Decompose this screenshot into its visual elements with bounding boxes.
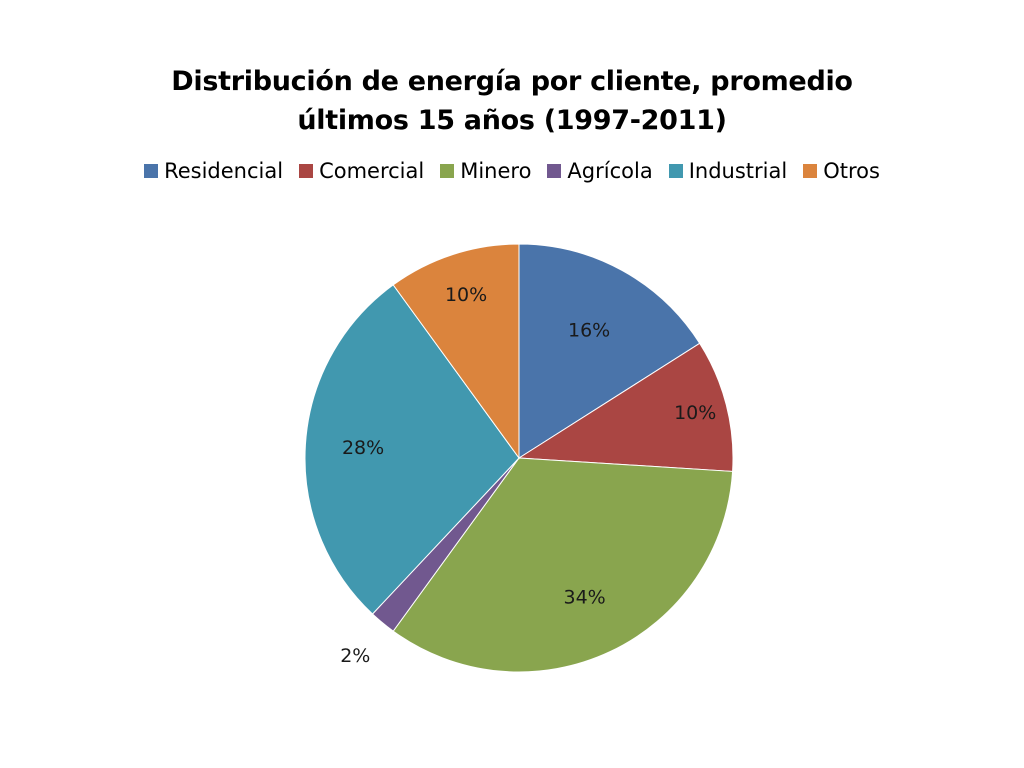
- pie-label-comercial: 10%: [674, 402, 716, 424]
- pie-slices: [304, 243, 734, 673]
- legend-swatch-otros: [803, 164, 818, 178]
- pie-slice-industrial: [304, 284, 520, 615]
- pie-labels: 16% 10% 34% 2% 28% 10%: [340, 284, 716, 667]
- pie-label-minero: 34%: [563, 586, 605, 608]
- legend-label-minero: Minero: [460, 159, 532, 183]
- pie-label-residencial: 16%: [568, 319, 610, 341]
- pie-slice-comercial: [517, 342, 734, 472]
- legend-swatch-minero: [440, 164, 455, 178]
- legend: Residencial Comercial Minero Agrícola In…: [0, 156, 1024, 186]
- legend-item-agricola: Agrícola: [547, 159, 653, 183]
- legend-label-agricola: Agrícola: [567, 159, 653, 183]
- legend-swatch-comercial: [299, 164, 314, 178]
- legend-item-minero: Minero: [440, 159, 531, 183]
- legend-label-comercial: Comercial: [319, 159, 425, 183]
- legend-label-otros: Otros: [823, 159, 880, 183]
- pie-label-agricola: 2%: [340, 645, 370, 667]
- pie-label-otros: 10%: [445, 284, 487, 306]
- legend-label-industrial: Industrial: [688, 159, 788, 183]
- chart-title: Distribución de energía por cliente, pro…: [0, 62, 1024, 140]
- pie-slice-residencial: [518, 243, 701, 459]
- chart-title-line-1: Distribución de energía por cliente, pro…: [171, 66, 853, 97]
- pie-slice-otros: [392, 243, 520, 460]
- pie-slice-minero: [392, 457, 734, 673]
- legend-item-residencial: Residencial: [144, 159, 283, 183]
- legend-item-industrial: Industrial: [668, 159, 788, 183]
- legend-swatch-industrial: [668, 164, 683, 178]
- legend-label-residencial: Residencial: [164, 159, 284, 183]
- legend-swatch-residencial: [144, 164, 159, 178]
- chart-title-line-2: últimos 15 años (1997-2011): [297, 105, 727, 136]
- pie-label-industrial: 28%: [342, 437, 384, 459]
- legend-item-otros: Otros: [803, 159, 880, 183]
- legend-item-comercial: Comercial: [299, 159, 424, 183]
- legend-swatch-agricola: [547, 164, 562, 178]
